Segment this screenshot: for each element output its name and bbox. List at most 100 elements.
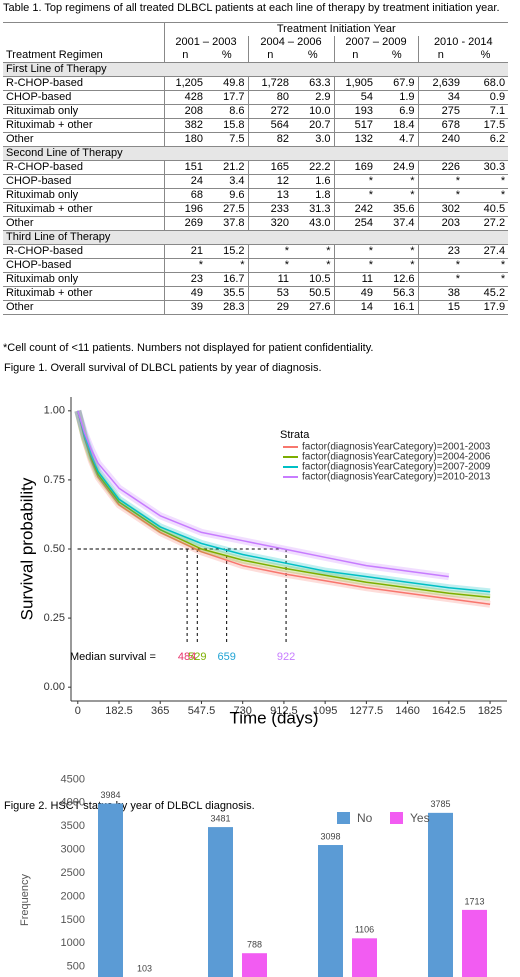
table-cell: 34	[417, 90, 463, 105]
legend-label: No	[357, 811, 373, 825]
x-tick-label: 0	[75, 705, 81, 717]
table-cell: Treatment Regimen	[3, 22, 164, 63]
table-cell: 53	[247, 286, 292, 301]
table-cell: 16.1	[376, 300, 418, 315]
table-cell: *	[333, 188, 376, 203]
ci-band	[74, 409, 450, 581]
table-cell: 169	[333, 160, 376, 175]
bar-value-label: 788	[247, 940, 262, 950]
legend-label: Yes	[410, 811, 430, 825]
table-cell: *	[376, 174, 418, 189]
bar-value-label: 1713	[464, 896, 484, 906]
table-cell: 49	[163, 286, 206, 301]
table-cell: *	[417, 272, 463, 287]
table-cell: 132	[333, 132, 376, 147]
median-value: 529	[188, 651, 206, 663]
table-cell: 1,905	[333, 76, 376, 91]
table-cell: 0.9	[463, 90, 509, 105]
table-cell: 50.5	[292, 286, 334, 301]
y-tick-label: 0.75	[44, 474, 65, 486]
y-tick-label: 4500	[61, 773, 85, 785]
table-cell: CHOP-based	[3, 90, 164, 105]
x-tick-label: 730	[234, 705, 252, 717]
table-cell: CHOP-based	[3, 174, 164, 189]
table-cell: 17.9	[463, 300, 509, 315]
table-cell: R-CHOP-based	[3, 76, 164, 91]
table-cell: 233	[247, 202, 292, 217]
bar	[208, 827, 233, 977]
table-row: Rituximab + other 49 35.5 53 50.5 49 56.3 38 45.…	[3, 286, 509, 301]
table-cell: *	[376, 258, 418, 273]
table-cell: 56.3	[376, 286, 418, 301]
table-cell: 3.0	[292, 132, 334, 147]
table-row: Other 269 37.8 320 43.0 254 37.4 203 27.2	[3, 216, 509, 231]
table-cell: 39	[163, 300, 206, 315]
table-cell: 54	[333, 90, 376, 105]
table-cell: 15.2	[206, 244, 248, 259]
table-cell: 302	[417, 202, 463, 217]
legend-swatch	[337, 812, 350, 824]
legend-label: factor(diagnosisYearCategory)=2010-2013	[302, 472, 491, 483]
table-row: Rituximab only 208 8.6 272 10.0 193 6.9 275 7.1	[3, 104, 509, 119]
table-cell: 1.8	[292, 188, 334, 203]
table-row: R-CHOP-based 151 21.2 165 22.2 169 24.9 226 30.3	[3, 160, 509, 175]
table-cell: 678	[417, 118, 463, 133]
y-axis-title: Survival probability	[17, 477, 36, 620]
table-cell: Rituximab + other	[3, 202, 164, 217]
table-cell: 24	[163, 174, 206, 189]
table-cell: Other	[3, 300, 164, 315]
table-cell: 11	[247, 272, 292, 287]
table-cell: *	[463, 272, 509, 287]
x-tick-label: 1277.5	[350, 705, 384, 717]
table-row: First Line of Therapy	[3, 62, 509, 77]
table-cell: 7.1	[463, 104, 509, 119]
y-tick-label: 1.00	[44, 405, 65, 417]
bar-value-label: 3984	[100, 790, 120, 800]
table-cell: 196	[163, 202, 206, 217]
table-cell: 254	[333, 216, 376, 231]
table-cell: 21.2	[206, 160, 248, 175]
table-cell: 37.4	[376, 216, 418, 231]
table-cell: 27.5	[206, 202, 248, 217]
y-axis-title: Frequency	[19, 874, 31, 926]
bar-value-label: 3785	[430, 799, 450, 809]
table-row: Rituximab + other 196 27.5 233 31.3 242 35.6 30…	[3, 202, 509, 217]
survival-curve	[77, 410, 449, 578]
table-cell: 27.6	[292, 300, 334, 315]
table-cell: Rituximab + other	[3, 286, 164, 301]
table-cell: *	[247, 244, 292, 259]
table-cell: 180	[163, 132, 206, 147]
table-cell: 68.0	[463, 76, 509, 91]
table-cell: 193	[333, 104, 376, 119]
table-cell: Rituximab only	[3, 272, 164, 287]
x-axis-title: Time (days)	[229, 708, 318, 727]
bar-value-label: 3481	[210, 813, 230, 823]
table-cell: %	[292, 49, 334, 63]
table-cell: Third Line of Therapy	[3, 230, 509, 245]
table-cell: *	[292, 258, 334, 273]
y-tick-label: 3500	[61, 820, 85, 832]
table-cell: 428	[163, 90, 206, 105]
bar	[462, 909, 487, 977]
y-tick-label: 0.50	[44, 543, 65, 555]
table-cell: n	[163, 49, 206, 63]
table-cell: Other	[3, 216, 164, 231]
table-cell: 16.7	[206, 272, 248, 287]
table-cell: 226	[417, 160, 463, 175]
table-cell: 82	[247, 132, 292, 147]
table-cell: 30.3	[463, 160, 509, 175]
table-cell: *	[417, 188, 463, 203]
table-cell: 10.5	[292, 272, 334, 287]
table-cell: 2001 – 2003	[163, 36, 248, 49]
table-cell: 20.7	[292, 118, 334, 133]
table-cell: 12.6	[376, 272, 418, 287]
table-cell: 24.9	[376, 160, 418, 175]
table-cell: %	[463, 49, 509, 63]
legend-label: factor(diagnosisYearCategory)=2001-2003	[302, 442, 491, 453]
table-cell: 7.5	[206, 132, 248, 147]
table-cell: 15.8	[206, 118, 248, 133]
table-cell: 382	[163, 118, 206, 133]
table-cell: 2007 – 2009	[333, 36, 418, 49]
